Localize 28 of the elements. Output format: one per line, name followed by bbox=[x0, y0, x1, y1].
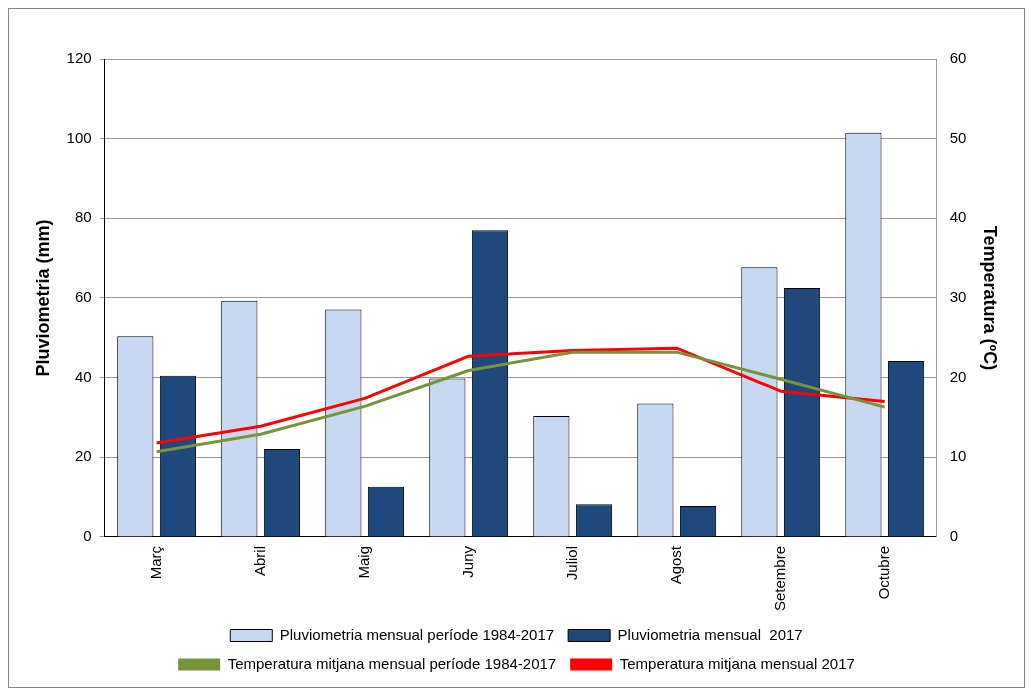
x-tick-label: Setembre bbox=[770, 545, 788, 612]
legend-label: Temperatura mitjana mensual període 1984-2017 bbox=[227, 654, 557, 672]
x-tick-label: Juny bbox=[458, 545, 476, 578]
x-tick-label: Març bbox=[146, 545, 164, 580]
y-axis-title: Pluviometria (mm) bbox=[32, 219, 53, 377]
y-tick-label: 20 bbox=[74, 447, 92, 465]
y2-tick-label: 60 bbox=[949, 49, 967, 67]
y-tick-label: 60 bbox=[74, 288, 92, 306]
y-tick-label: 80 bbox=[74, 208, 92, 226]
legend-label: Pluviometria mensual període 1984-2017 bbox=[279, 625, 555, 643]
x-tick-label: Agost bbox=[666, 545, 684, 585]
y-tick-label: 0 bbox=[83, 527, 92, 545]
y2-axis-title: Temperatura (ºC) bbox=[980, 225, 1001, 371]
y2-tick-label: 30 bbox=[949, 288, 967, 306]
y2-tick-label: 20 bbox=[949, 367, 967, 385]
y2-tick-label: 40 bbox=[949, 208, 967, 226]
y2-tick-label: 10 bbox=[949, 447, 967, 465]
y2-tick-label: 0 bbox=[949, 527, 959, 545]
legend-label: Pluviometria mensual 2017 bbox=[617, 625, 803, 643]
x-tick-label: Octubre bbox=[874, 545, 892, 600]
x-tick-label: Juliol bbox=[562, 545, 580, 581]
y-tick-label: 100 bbox=[66, 128, 92, 146]
x-tick-label: Maig bbox=[354, 545, 372, 579]
legend-label: Temperatura mitjana mensual 2017 bbox=[619, 654, 855, 672]
y-tick-label: 120 bbox=[66, 49, 92, 67]
y-tick-label: 40 bbox=[74, 367, 92, 385]
y2-tick-label: 50 bbox=[949, 128, 967, 146]
x-tick-label: Abril bbox=[250, 545, 268, 576]
